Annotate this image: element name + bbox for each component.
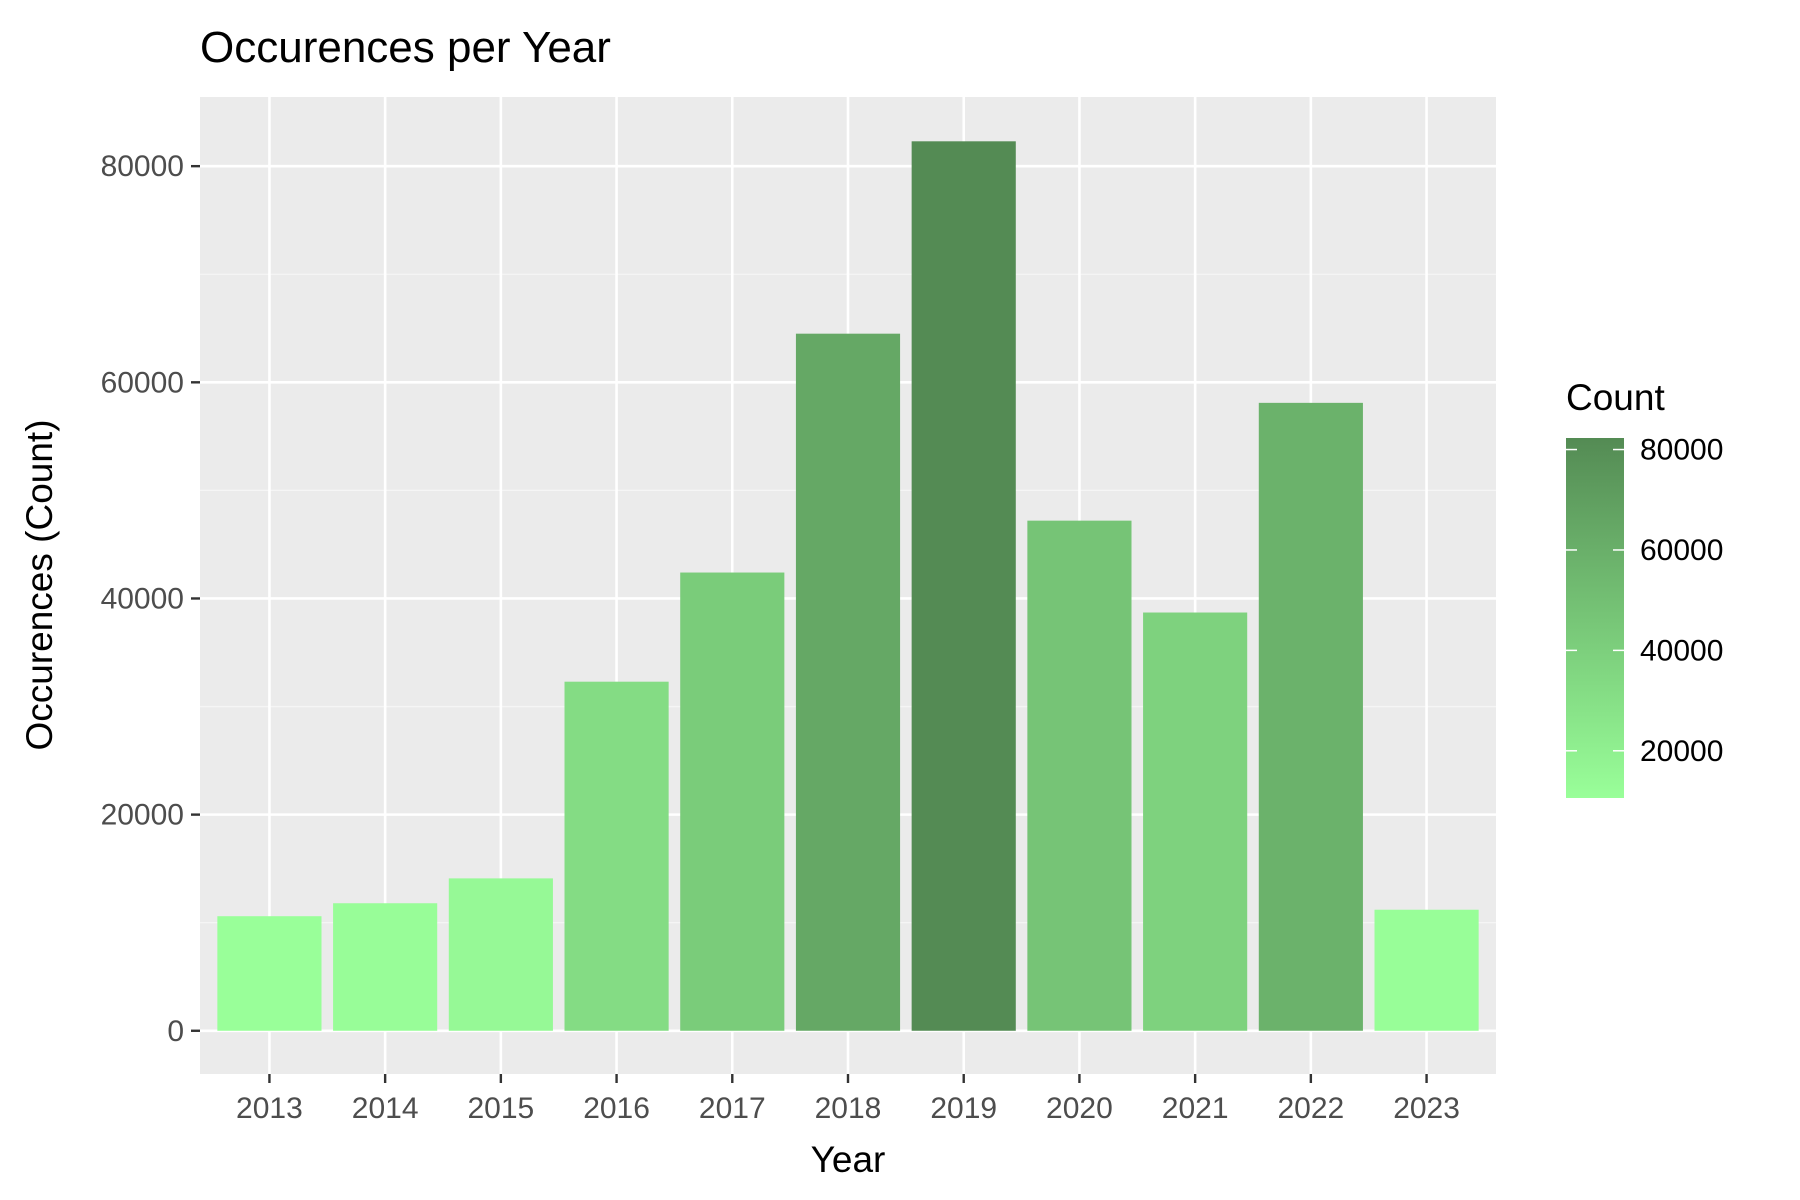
y-tick-label-1: 20000 (101, 799, 184, 832)
bar-2018 (795, 333, 901, 1031)
x-tick-label-2019: 2019 (930, 1092, 997, 1125)
bar-2020 (1027, 520, 1132, 1031)
bar-2017 (680, 572, 785, 1031)
x-axis: 2013 2014 2015 2016 2017 2018 2019 2020 2021 2022… (236, 1074, 1460, 1125)
y-tick-label-2: 40000 (101, 582, 184, 615)
bar-2013 (217, 916, 322, 1031)
x-tick-label-2015: 2015 (467, 1092, 534, 1125)
x-tick-label-2021: 2021 (1162, 1092, 1229, 1125)
bars (217, 141, 1479, 1031)
x-tick-label-2023: 2023 (1393, 1092, 1460, 1125)
x-tick-label-2022: 2022 (1277, 1092, 1344, 1125)
y-tick-label-3: 60000 (101, 366, 184, 399)
bar-2014 (333, 903, 438, 1031)
bar-2021 (1143, 612, 1248, 1031)
y-tick-label-0: 0 (167, 1015, 184, 1048)
bar-2019 (911, 141, 1016, 1031)
legend-tick-label-0: 20000 (1640, 735, 1723, 768)
x-tick-label-2020: 2020 (1046, 1092, 1113, 1125)
x-tick-label-2014: 2014 (352, 1092, 419, 1125)
legend-tick-label-2: 60000 (1640, 534, 1723, 567)
y-axis-title: Occurences (Count) (19, 419, 60, 750)
x-tick-label-2017: 2017 (699, 1092, 766, 1125)
bar-2015 (448, 878, 553, 1031)
bar-2016 (564, 681, 669, 1031)
legend-ticks: 20000 40000 60000 80000 (1566, 434, 1723, 768)
legend-tick-label-1: 40000 (1640, 634, 1723, 667)
chart-title: Occurences per Year (200, 23, 611, 72)
y-axis: 0 20000 40000 60000 80000 (101, 150, 200, 1048)
color-legend: Count 20000 40000 60000 80000 (1566, 377, 1723, 798)
bar-2022 (1258, 402, 1363, 1031)
legend-title: Count (1566, 377, 1665, 418)
y-tick-label-4: 80000 (101, 150, 184, 183)
bar-2023 (1374, 909, 1479, 1031)
x-tick-label-2016: 2016 (583, 1092, 650, 1125)
x-tick-label-2018: 2018 (815, 1092, 882, 1125)
legend-color-bar (1566, 438, 1624, 798)
legend-tick-label-3: 80000 (1640, 434, 1723, 467)
x-axis-title: Year (811, 1139, 886, 1180)
x-tick-label-2013: 2013 (236, 1092, 303, 1125)
